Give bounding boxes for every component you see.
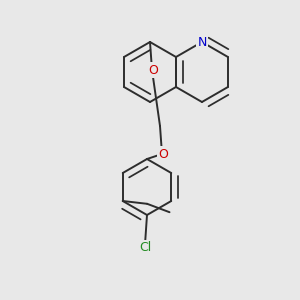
Text: N: N <box>197 35 207 49</box>
Text: Cl: Cl <box>139 241 151 254</box>
Text: O: O <box>158 148 168 160</box>
Text: O: O <box>148 64 158 76</box>
